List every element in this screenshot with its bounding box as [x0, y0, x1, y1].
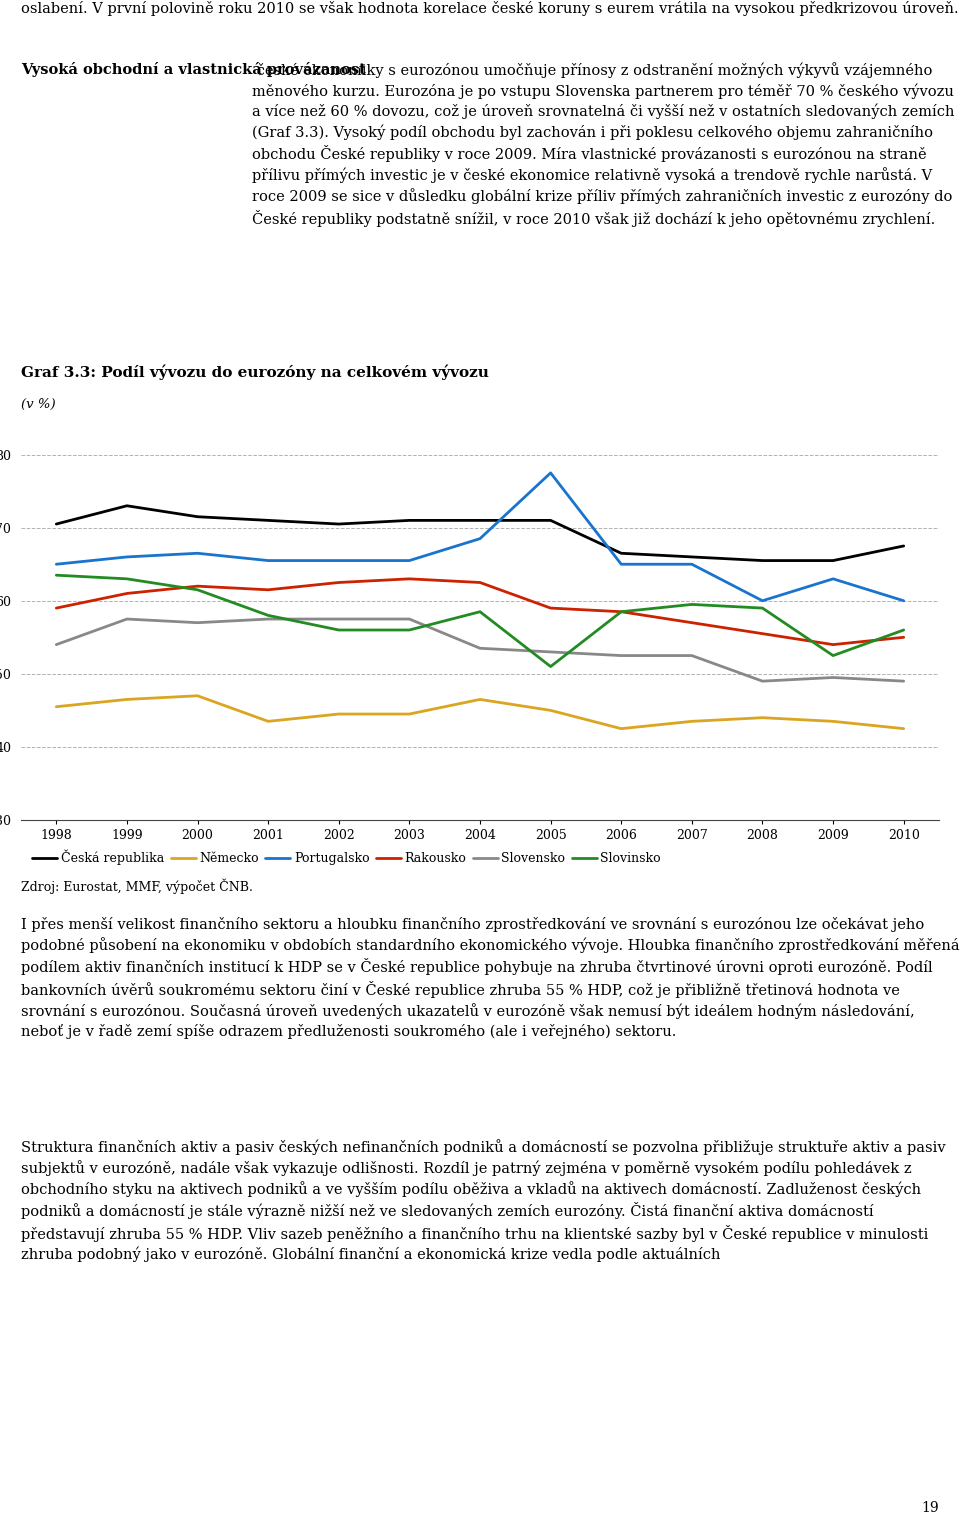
Česká republika	[615, 544, 627, 563]
Slovensko	[51, 635, 62, 653]
Portugalsko	[192, 544, 204, 563]
Slovinsko	[262, 606, 274, 624]
Portugalsko	[545, 463, 557, 481]
Line: Portugalsko: Portugalsko	[57, 472, 903, 601]
Německo	[51, 698, 62, 716]
Portugalsko	[121, 547, 132, 566]
Německo	[262, 713, 274, 731]
Rakousko	[828, 635, 839, 653]
Text: Struktura finančních aktiv a pasiv českých nefinančních podniků a domácností se : Struktura finančních aktiv a pasiv český…	[21, 1139, 946, 1263]
Portugalsko	[756, 592, 768, 610]
Slovinsko	[828, 647, 839, 665]
Slovinsko	[686, 595, 698, 613]
Rakousko	[262, 581, 274, 599]
Rakousko	[192, 576, 204, 595]
Portugalsko	[828, 570, 839, 589]
Německo	[898, 719, 909, 737]
Text: Vysoká obchodní a vlastnická provázanost: Vysoká obchodní a vlastnická provázanost	[21, 63, 366, 77]
Rakousko	[756, 624, 768, 642]
Slovensko	[262, 610, 274, 629]
Text: české ekonomiky s eurozónou umočňuje přínosy z odstranění možných výkyvů vzájemn: české ekonomiky s eurozónou umočňuje pří…	[252, 63, 954, 227]
Česká republika	[121, 497, 132, 515]
Portugalsko	[474, 529, 486, 547]
Slovinsko	[121, 570, 132, 589]
Slovinsko	[756, 599, 768, 618]
Line: Slovensko: Slovensko	[57, 619, 903, 681]
Česká republika	[403, 510, 415, 529]
Rakousko	[51, 599, 62, 618]
Německo	[686, 713, 698, 731]
Slovinsko	[898, 621, 909, 639]
Česká republika	[262, 510, 274, 529]
Slovensko	[686, 647, 698, 665]
Slovinsko	[615, 602, 627, 621]
Německo	[828, 713, 839, 731]
Slovensko	[545, 642, 557, 661]
Slovensko	[756, 671, 768, 690]
Slovinsko	[474, 602, 486, 621]
Text: Zdroj: Eurostat, MMF, výpočet ČNB.: Zdroj: Eurostat, MMF, výpočet ČNB.	[21, 878, 252, 894]
Rakousko	[686, 613, 698, 632]
Německo	[756, 708, 768, 727]
Rakousko	[615, 602, 627, 621]
Slovinsko	[333, 621, 345, 639]
Text: 19: 19	[922, 1501, 939, 1515]
Česká republika	[192, 507, 204, 526]
Text: I přes menší velikost finančního sektoru a hloubku finančního zprostředkování ve: I přes menší velikost finančního sektoru…	[21, 917, 960, 1039]
Slovinsko	[192, 581, 204, 599]
Slovensko	[333, 610, 345, 629]
Česká republika	[686, 547, 698, 566]
Text: Graf 3.3: Podíl vývozu do eurozóny na celkovém vývozu: Graf 3.3: Podíl vývozu do eurozóny na ce…	[21, 365, 489, 380]
Portugalsko	[333, 552, 345, 570]
Slovensko	[828, 668, 839, 687]
Slovinsko	[403, 621, 415, 639]
Slovensko	[121, 610, 132, 629]
Česká republika	[756, 552, 768, 570]
Německo	[474, 690, 486, 708]
Legend: Česká republika, Německo, Portugalsko, Rakousko, Slovensko, Slovinsko: Česká republika, Německo, Portugalsko, R…	[27, 845, 666, 871]
Německo	[333, 705, 345, 724]
Portugalsko	[51, 555, 62, 573]
Slovensko	[898, 671, 909, 690]
Slovensko	[474, 639, 486, 658]
Rakousko	[121, 584, 132, 602]
Portugalsko	[686, 555, 698, 573]
Česká republika	[51, 515, 62, 533]
Německo	[403, 705, 415, 724]
Německo	[192, 687, 204, 705]
Rakousko	[474, 573, 486, 592]
Rakousko	[545, 599, 557, 618]
Německo	[545, 701, 557, 719]
Německo	[615, 719, 627, 737]
Německo	[121, 690, 132, 708]
Portugalsko	[262, 552, 274, 570]
Line: Německo: Německo	[57, 696, 903, 728]
Portugalsko	[898, 592, 909, 610]
Slovinsko	[545, 658, 557, 676]
Text: oslabení. V první polovině roku 2010 se však hodnota korelace české koruny s eur: oslabení. V první polovině roku 2010 se …	[21, 2, 959, 15]
Rakousko	[403, 570, 415, 589]
Text: (v %): (v %)	[21, 399, 56, 411]
Česká republika	[545, 510, 557, 529]
Česká republika	[828, 552, 839, 570]
Line: Česká republika: Česká republika	[57, 506, 903, 561]
Česká republika	[474, 510, 486, 529]
Slovinsko	[51, 566, 62, 584]
Rakousko	[333, 573, 345, 592]
Česká republika	[898, 537, 909, 555]
Slovensko	[403, 610, 415, 629]
Portugalsko	[615, 555, 627, 573]
Česká republika	[333, 515, 345, 533]
Line: Rakousko: Rakousko	[57, 579, 903, 644]
Slovensko	[615, 647, 627, 665]
Portugalsko	[403, 552, 415, 570]
Slovensko	[192, 613, 204, 632]
Line: Slovinsko: Slovinsko	[57, 575, 903, 667]
Rakousko	[898, 629, 909, 647]
